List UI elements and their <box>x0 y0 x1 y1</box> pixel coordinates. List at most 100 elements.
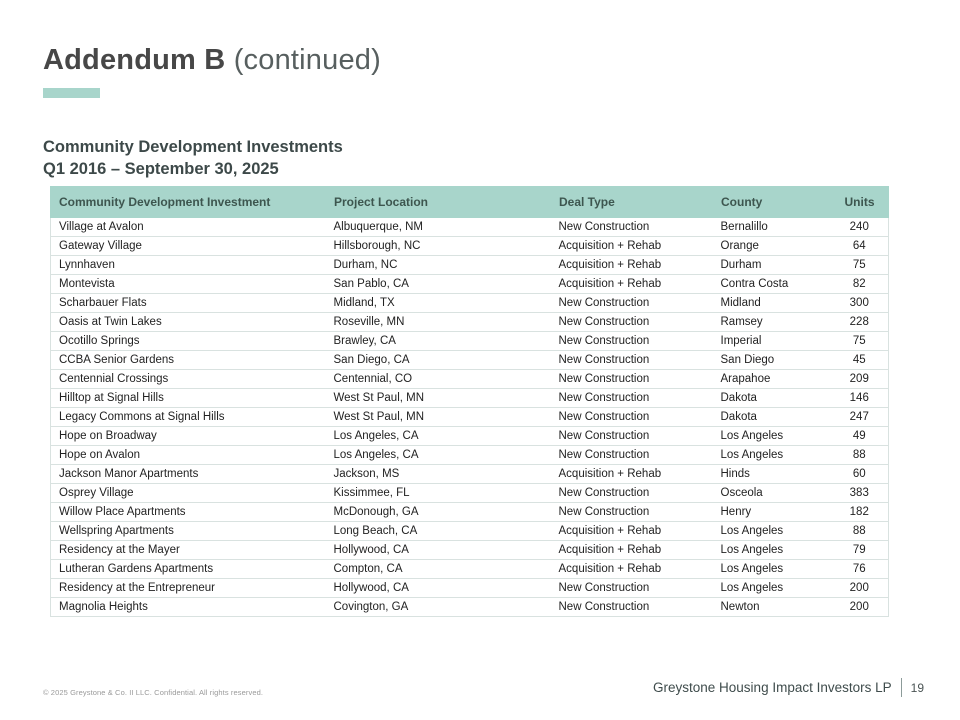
table-cell: Acquisition + Rehab <box>550 464 713 484</box>
table-cell: 247 <box>830 407 889 427</box>
table-row: Willow Place Apartments McDonough, GA New … <box>50 502 889 522</box>
page-title-main: Addendum B <box>43 44 226 76</box>
table-cell: Los Angeles <box>712 578 831 598</box>
table-cell: 76 <box>830 559 889 579</box>
table-row: Village at Avalon Albuquerque, NM New Cons… <box>50 217 889 237</box>
table-cell: San Pablo, CA <box>325 274 551 294</box>
table-cell: CCBA Senior Gardens <box>50 350 326 370</box>
table-cell: Magnolia Heights <box>50 597 326 617</box>
column-header: Project Location <box>325 186 551 218</box>
table-cell: Willow Place Apartments <box>50 502 326 522</box>
table-cell: Acquisition + Rehab <box>550 521 713 541</box>
footer-right-group: Greystone Housing Impact Investors LP 19 <box>653 678 924 697</box>
table-row: Magnolia Heights Covington, GA New Constru… <box>50 597 889 617</box>
table-cell: Los Angeles <box>712 559 831 579</box>
footer-copyright: © 2025 Greystone & Co. II LLC. Confident… <box>43 688 264 697</box>
table-cell: Kissimmee, FL <box>325 483 551 503</box>
table-cell: Roseville, MN <box>325 312 551 332</box>
table-cell: New Construction <box>550 388 713 408</box>
table-cell: Acquisition + Rehab <box>550 236 713 256</box>
table-cell: Dakota <box>712 407 831 427</box>
table-cell: Hope on Avalon <box>50 445 326 465</box>
table-cell: 200 <box>830 597 889 617</box>
table-cell: Gateway Village <box>50 236 326 256</box>
table-cell: Hollywood, CA <box>325 540 551 560</box>
table-cell: New Construction <box>550 350 713 370</box>
table-row: Lutheran Gardens Apartments Compton, CA Ac… <box>50 559 889 579</box>
table-cell: New Construction <box>550 426 713 446</box>
table-row: Residency at the Mayer Hollywood, CA Acqui… <box>50 540 889 560</box>
column-header: Deal Type <box>550 186 713 218</box>
table-cell: New Construction <box>550 293 713 313</box>
table-row: CCBA Senior Gardens San Diego, CA New Cons… <box>50 350 889 370</box>
table-row: Hope on Avalon Los Angeles, CA New Constru… <box>50 445 889 465</box>
table-cell: Lynnhaven <box>50 255 326 275</box>
subtitle-line-1: Community Development Investments <box>43 138 343 156</box>
table-cell: Residency at the Entrepreneur <box>50 578 326 598</box>
table-cell: Acquisition + Rehab <box>550 540 713 560</box>
table-cell: New Construction <box>550 502 713 522</box>
column-header: Units <box>830 186 889 218</box>
table-cell: Jackson Manor Apartments <box>50 464 326 484</box>
table-cell: New Construction <box>550 217 713 237</box>
table-cell: Hollywood, CA <box>325 578 551 598</box>
table-cell: Arapahoe <box>712 369 831 389</box>
table-cell: New Construction <box>550 597 713 617</box>
column-header: Community Development Investment <box>50 186 326 218</box>
table-cell: Imperial <box>712 331 831 351</box>
table-cell: Centennial Crossings <box>50 369 326 389</box>
table-cell: Los Angeles <box>712 521 831 541</box>
table-cell: Covington, GA <box>325 597 551 617</box>
table-cell: 75 <box>830 255 889 275</box>
table-row: Legacy Commons at Signal Hills West St Pa… <box>50 407 889 427</box>
table-cell: Osceola <box>712 483 831 503</box>
table-cell: Jackson, MS <box>325 464 551 484</box>
table-cell: New Construction <box>550 483 713 503</box>
table-cell: New Construction <box>550 369 713 389</box>
table-cell: Newton <box>712 597 831 617</box>
table-cell: Henry <box>712 502 831 522</box>
investments-table-body: Village at Avalon Albuquerque, NM New Cons… <box>50 217 889 617</box>
table-cell: Oasis at Twin Lakes <box>50 312 326 332</box>
table-cell: 79 <box>830 540 889 560</box>
table-cell: Contra Costa <box>712 274 831 294</box>
table-cell: Los Angeles <box>712 445 831 465</box>
table-cell: Scharbauer Flats <box>50 293 326 313</box>
table-row: Hilltop at Signal Hills West St Paul, MN N… <box>50 388 889 408</box>
table-cell: Legacy Commons at Signal Hills <box>50 407 326 427</box>
table-cell: San Diego <box>712 350 831 370</box>
table-cell: 146 <box>830 388 889 408</box>
table-row: Oasis at Twin Lakes Roseville, MN New Cons… <box>50 312 889 332</box>
table-cell: West St Paul, MN <box>325 388 551 408</box>
table-cell: Centennial, CO <box>325 369 551 389</box>
page-number: 19 <box>910 680 924 695</box>
table-cell: 88 <box>830 445 889 465</box>
table-cell: 82 <box>830 274 889 294</box>
table-row: Ocotillo Springs Brawley, CA New Construct… <box>50 331 889 351</box>
header-row: Community Development Investment Project … <box>50 186 889 218</box>
page-title: Addendum B (continued) <box>43 44 381 77</box>
investments-table: Community Development Investment Project … <box>50 186 889 617</box>
table-row: Wellspring Apartments Long Beach, CA Acqui… <box>50 521 889 541</box>
table-cell: 182 <box>830 502 889 522</box>
table-cell: Albuquerque, NM <box>325 217 551 237</box>
subtitle-line-2: Q1 2016 – September 30, 2025 <box>43 160 279 178</box>
table-cell: 60 <box>830 464 889 484</box>
table-cell: Dakota <box>712 388 831 408</box>
table-cell: New Construction <box>550 407 713 427</box>
table-cell: New Construction <box>550 312 713 332</box>
table-cell: 300 <box>830 293 889 313</box>
table-cell: Orange <box>712 236 831 256</box>
table-cell: Residency at the Mayer <box>50 540 326 560</box>
table-cell: Long Beach, CA <box>325 521 551 541</box>
table-cell: Bernalillo <box>712 217 831 237</box>
table-row: Scharbauer Flats Midland, TX New Construct… <box>50 293 889 313</box>
table-cell: Los Angeles, CA <box>325 445 551 465</box>
table-cell: 64 <box>830 236 889 256</box>
table-cell: Hinds <box>712 464 831 484</box>
table-cell: Osprey Village <box>50 483 326 503</box>
table-cell: Village at Avalon <box>50 217 326 237</box>
table-cell: 45 <box>830 350 889 370</box>
title-accent-bar <box>43 88 100 98</box>
